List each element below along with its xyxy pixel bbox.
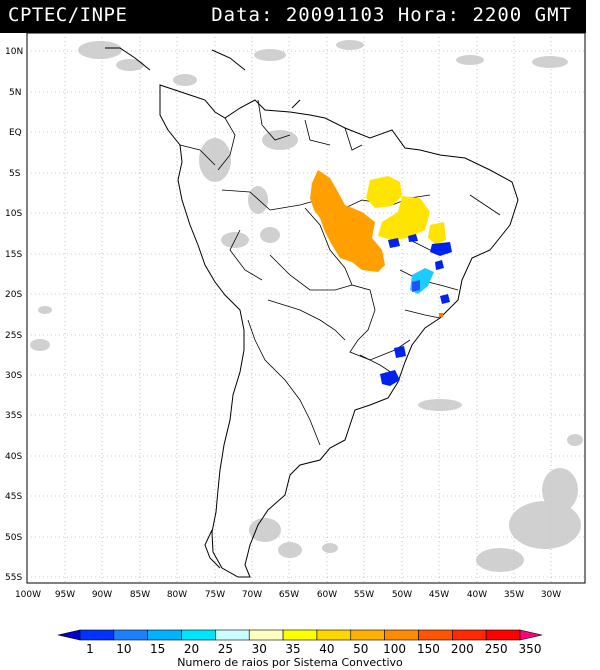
colorbar-label: 40	[319, 642, 334, 656]
blue-lightning-system-8	[380, 370, 400, 386]
blue-lightning-system-4	[435, 260, 444, 270]
colorbar-label: 250	[485, 642, 508, 656]
colorbar-label: 10	[116, 642, 131, 656]
colorbar-label: 350	[519, 642, 542, 656]
lat-label: 20S	[5, 290, 22, 300]
colorbar-labels: 1 10 15 20 25 30 35 40 50 100 150 200 250 350	[86, 642, 541, 656]
lon-label: 75W	[205, 590, 225, 600]
colorbar-label: 30	[252, 642, 267, 656]
colorbar-swatch	[485, 629, 521, 641]
lat-label: EQ	[9, 128, 22, 138]
colorbar-label: 15	[150, 642, 165, 656]
orange-lightning-point	[439, 313, 443, 317]
lon-label: 30W	[541, 590, 561, 600]
colorbar-label: 50	[353, 642, 368, 656]
colorbar-swatch	[57, 629, 81, 641]
colorbar-swatch	[452, 629, 487, 641]
lat-label: 10S	[5, 209, 22, 219]
lat-label: 45S	[5, 492, 22, 502]
colorbar-swatch	[147, 629, 182, 641]
colorbar-label: 150	[417, 642, 440, 656]
lat-label: 25S	[5, 331, 22, 341]
yellow-lightning-system-3	[428, 222, 446, 245]
lat-label: 5S	[9, 169, 21, 179]
yellow-lightning-system-2	[378, 196, 430, 240]
datetime-label: Data: 20091103 Hora: 2200 GMT	[211, 4, 572, 26]
lon-label: 55W	[354, 590, 374, 600]
lat-label: 15S	[5, 250, 22, 260]
colorbar-swatch	[418, 629, 453, 641]
colorbar-label: 20	[184, 642, 199, 656]
colorbar-title: Numero de raios por Sistema Convectivo	[177, 656, 403, 669]
blue-lightning-system-3	[430, 242, 452, 256]
colorbar: 1 10 15 20 25 30 35 40 50 100 150 200 250 350 Numero …	[57, 629, 543, 669]
source-label: CPTEC/INPE	[8, 4, 128, 26]
lon-label: 45W	[429, 590, 449, 600]
lightning-systems	[310, 170, 452, 386]
colorbar-swatch	[113, 629, 148, 641]
lon-label: 80W	[167, 590, 187, 600]
cloud-cover	[30, 40, 583, 572]
colorbar-label: 1	[86, 642, 94, 656]
colorbar-label: 35	[285, 642, 300, 656]
lon-label: 40W	[467, 590, 487, 600]
colorbar-swatch	[384, 629, 419, 641]
lon-label: 35W	[504, 590, 524, 600]
colorbar-swatch	[282, 629, 318, 641]
lat-label: 35S	[5, 411, 22, 421]
blue-lightning-system-7	[394, 346, 406, 358]
lat-label: 55S	[5, 573, 22, 583]
latitude-labels: 10N 5N EQ 5S 10S 15S 20S 25S 30S 35S 40S…	[5, 47, 23, 583]
colorbar-swatch	[316, 629, 352, 641]
longitude-labels: 100W 95W 90W 85W 80W 75W 70W 65W 60W 55W…	[15, 590, 561, 600]
blue-lightning-system-5	[412, 280, 420, 292]
colorbar-label: 25	[218, 642, 233, 656]
lon-label: 65W	[279, 590, 299, 600]
lon-label: 85W	[130, 590, 150, 600]
date-label: Data: 20091103	[211, 4, 386, 26]
colorbar-swatches	[57, 629, 543, 641]
colorbar-swatch	[215, 629, 250, 641]
colorbar-label: 200	[451, 642, 474, 656]
colorbar-label: 100	[383, 642, 406, 656]
lat-label: 30S	[5, 371, 22, 381]
colorbar-swatch	[350, 629, 385, 641]
title-bar: CPTEC/INPE Data: 20091103 Hora: 2200 GMT	[0, 0, 586, 33]
lon-label: 90W	[92, 590, 112, 600]
blue-lightning-system-6	[440, 294, 450, 304]
lat-label: 10N	[5, 47, 23, 57]
map-frame	[26, 32, 586, 584]
lat-label: 40S	[5, 452, 22, 462]
lon-label: 60W	[317, 590, 337, 600]
lat-label: 50S	[5, 533, 22, 543]
colorbar-swatch	[79, 629, 115, 641]
colorbar-swatch	[248, 629, 284, 641]
yellow-lightning-system-1	[366, 176, 402, 208]
blue-lightning-system-2	[408, 234, 418, 242]
lon-label: 50W	[392, 590, 412, 600]
blue-lightning-system-1	[388, 238, 400, 248]
colorbar-swatch	[519, 629, 543, 641]
orange-lightning-system	[310, 170, 385, 272]
colorbar-swatch	[181, 629, 216, 641]
lon-label: 95W	[55, 590, 75, 600]
time-label: Hora: 2200 GMT	[397, 4, 572, 26]
lat-label: 5N	[9, 88, 21, 98]
lon-label: 100W	[15, 590, 41, 600]
graticule	[27, 33, 585, 583]
lon-label: 70W	[242, 590, 262, 600]
